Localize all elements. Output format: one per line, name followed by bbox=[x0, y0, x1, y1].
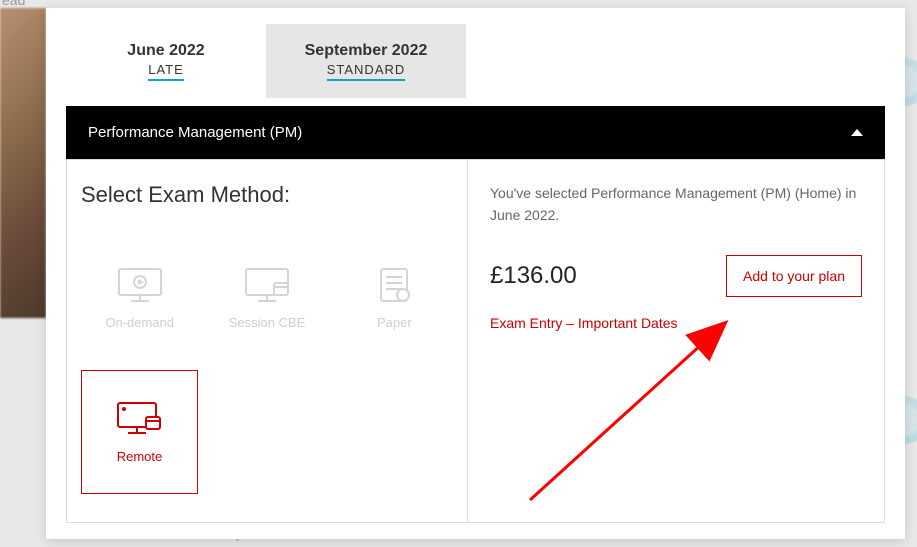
backdrop-text-fragment: ead bbox=[2, 0, 25, 8]
method-label: On-demand bbox=[105, 315, 174, 330]
tab-title: September 2022 bbox=[305, 42, 428, 60]
tab-title: June 2022 bbox=[127, 42, 204, 60]
tab-september-2022[interactable]: September 2022 STANDARD bbox=[266, 24, 466, 98]
price-row: £136.00 Add to your plan bbox=[490, 255, 862, 297]
tab-june-2022[interactable]: June 2022 LATE bbox=[66, 24, 266, 98]
accordion-body: Select Exam Method: bbox=[66, 159, 885, 523]
monitor-play-icon bbox=[117, 267, 163, 303]
select-method-heading: Select Exam Method: bbox=[81, 182, 453, 208]
chevron-up-icon bbox=[851, 129, 863, 136]
selection-info-text: You've selected Performance Management (… bbox=[490, 182, 862, 227]
method-label: Paper bbox=[377, 315, 412, 330]
method-row-2: Remote bbox=[81, 370, 453, 494]
tab-sub: LATE bbox=[148, 62, 184, 81]
method-label: Session CBE bbox=[229, 315, 306, 330]
price-value: £136.00 bbox=[490, 262, 577, 290]
monitor-calendar-icon bbox=[116, 401, 162, 437]
monitor-calendar-icon bbox=[244, 267, 290, 303]
document-lines-icon bbox=[371, 267, 417, 303]
method-row-1: On-demand bbox=[81, 236, 453, 360]
background-photo bbox=[0, 8, 46, 318]
session-tabs: June 2022 LATE September 2022 STANDARD bbox=[66, 24, 885, 98]
method-paper: Paper bbox=[336, 236, 453, 360]
accordion-header[interactable]: Performance Management (PM) bbox=[66, 106, 885, 159]
add-to-plan-button[interactable]: Add to your plan bbox=[726, 255, 862, 297]
method-remote[interactable]: Remote bbox=[81, 370, 198, 494]
important-dates-link[interactable]: Exam Entry – Important Dates bbox=[490, 315, 678, 331]
method-session-cbe: Session CBE bbox=[208, 236, 325, 360]
tab-sub: STANDARD bbox=[327, 62, 406, 81]
exam-method-column: Select Exam Method: bbox=[67, 160, 468, 522]
selection-summary-column: You've selected Performance Management (… bbox=[468, 160, 884, 522]
exam-selection-modal: June 2022 LATE September 2022 STANDARD P… bbox=[46, 8, 905, 539]
method-label: Remote bbox=[117, 449, 163, 464]
accordion-title: Performance Management (PM) bbox=[88, 124, 302, 141]
exam-accordion: Performance Management (PM) Select Exam … bbox=[66, 106, 885, 523]
method-on-demand: On-demand bbox=[81, 236, 198, 360]
